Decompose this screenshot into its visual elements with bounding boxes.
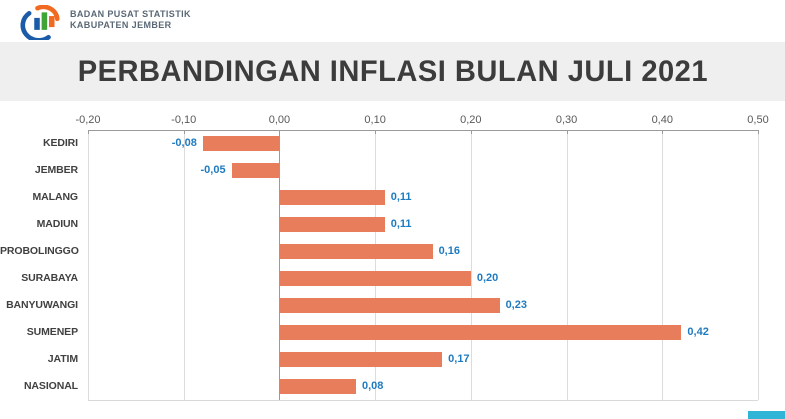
value-label: 0,11 [390, 190, 412, 203]
plot-bottom-border [88, 400, 758, 401]
x-axis-tick-label: -0,20 [75, 114, 101, 126]
x-axis-tick-label: 0,30 [555, 114, 578, 126]
value-label: -0,08 [171, 136, 197, 149]
gridline [662, 130, 664, 400]
page-title: PERBANDINGAN INFLASI BULAN JULI 2021 [77, 54, 708, 88]
bar-malang [279, 189, 385, 205]
bar-sumenep [279, 324, 682, 340]
value-label: 0,08 [362, 379, 384, 392]
x-axis-tick-label: 0,40 [651, 114, 673, 126]
value-label: 0,17 [448, 352, 470, 365]
gridline [88, 130, 89, 400]
gridline [183, 130, 185, 400]
category-label: JATIM [47, 352, 78, 365]
x-axis-tick-label: 0,10 [364, 114, 386, 126]
x-axis-tick-label: 0,50 [747, 114, 769, 126]
corner-accent [748, 411, 785, 419]
org-name-line2: KABUPATEN JEMBER [70, 20, 172, 30]
chart: -0,20 -0,10 0,00 0,10 0,20 0,30 0,40 0,50 KEDIRI… [0, 101, 785, 419]
bar-surabaya [279, 270, 471, 286]
axis-tickmark [375, 130, 377, 134]
bps-logo-icon [20, 5, 60, 40]
category-label: KEDIRI [43, 136, 78, 149]
gridline [279, 130, 281, 400]
axis-tickmark [88, 130, 89, 134]
category-label: BANYUWANGI [6, 298, 78, 311]
value-label: 0,42 [687, 325, 709, 338]
category-label: NASIONAL [23, 379, 78, 392]
category-label: MALANG [32, 190, 79, 203]
x-axis-tick-label: 0,00 [268, 114, 291, 126]
axis-tickmark [758, 130, 759, 134]
axis-tickmark [470, 130, 472, 134]
x-axis-tick-label: -0,10 [171, 114, 197, 126]
value-label: -0,05 [200, 163, 226, 176]
category-label: JEMBER [34, 163, 78, 176]
x-axis-tick-label: 0,20 [460, 114, 482, 126]
category-label: MADIUN [36, 217, 79, 230]
bar-jatim [279, 351, 443, 367]
value-label: 0,23 [505, 298, 527, 311]
bar-nasional [279, 378, 356, 394]
gridline [566, 130, 568, 400]
bar-jember [231, 162, 280, 178]
title-band: PERBANDINGAN INFLASI BULAN JULI 2021 [0, 42, 785, 101]
org-name: BADAN PUSAT STATISTIK KABUPATEN JEMBER [70, 9, 191, 31]
gridline [375, 130, 377, 400]
value-label: 0,11 [390, 217, 412, 230]
bar-banyuwangi [279, 297, 500, 313]
bar-madiun [279, 216, 385, 232]
axis-tickmark [566, 130, 568, 134]
org-name-line1: BADAN PUSAT STATISTIK [70, 9, 191, 19]
x-axis-line [88, 130, 758, 131]
value-label: 0,16 [438, 244, 460, 257]
axis-tickmark [662, 130, 664, 134]
category-label: PROBOLINGGO [0, 244, 79, 257]
bar-kediri [202, 135, 280, 151]
header: BADAN PUSAT STATISTIK KABUPATEN JEMBER [0, 0, 785, 42]
value-label: 0,20 [476, 271, 499, 284]
category-label: SURABAYA [21, 271, 78, 284]
bar-probolinggo [279, 243, 433, 259]
gridline [470, 130, 472, 400]
axis-tickmark [279, 130, 281, 134]
category-label: SUMENEP [26, 325, 78, 338]
axis-tickmark [183, 130, 185, 134]
gridline [758, 130, 759, 400]
